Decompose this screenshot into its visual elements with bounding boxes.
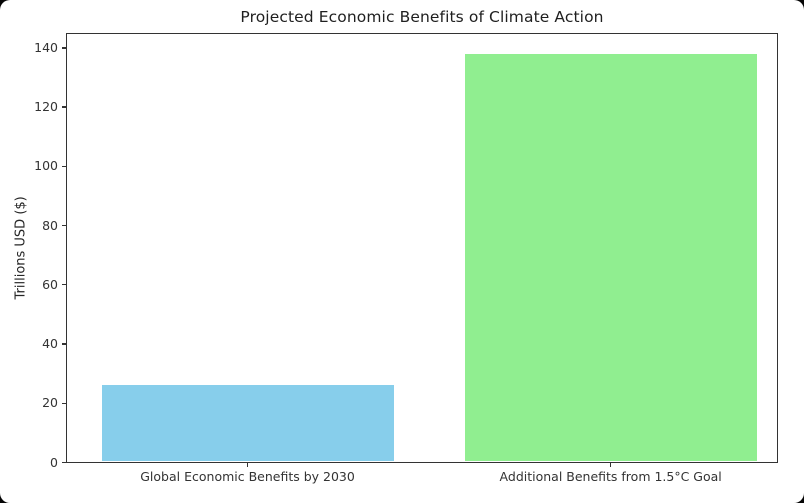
x-tick-label: Global Economic Benefits by 2030 xyxy=(140,468,355,484)
bar xyxy=(464,53,757,461)
y-tick-label: 140 xyxy=(34,39,58,55)
y-tick-label: 80 xyxy=(42,217,58,233)
x-tick-mark xyxy=(609,462,612,467)
y-tick-mark xyxy=(61,165,66,167)
y-tick-label: 20 xyxy=(42,395,58,411)
bar xyxy=(101,385,394,461)
chart-title: Projected Economic Benefits of Climate A… xyxy=(240,8,604,26)
y-tick-label: 0 xyxy=(50,454,58,470)
y-tick-mark xyxy=(61,224,66,227)
y-tick-label: 60 xyxy=(42,276,58,292)
y-tick-label: 40 xyxy=(42,336,58,352)
y-tick-mark xyxy=(61,47,66,49)
y-tick-mark xyxy=(61,106,66,108)
y-tick-mark xyxy=(61,284,66,286)
x-tick-mark xyxy=(246,462,249,467)
y-tick-mark xyxy=(61,461,66,464)
y-tick-label: 100 xyxy=(34,158,58,174)
y-tick-label: 120 xyxy=(34,99,58,115)
y-tick-mark xyxy=(61,343,66,345)
y-tick-mark xyxy=(61,402,66,404)
x-tick-label: Additional Benefits from 1.5°C Goal xyxy=(499,468,722,484)
